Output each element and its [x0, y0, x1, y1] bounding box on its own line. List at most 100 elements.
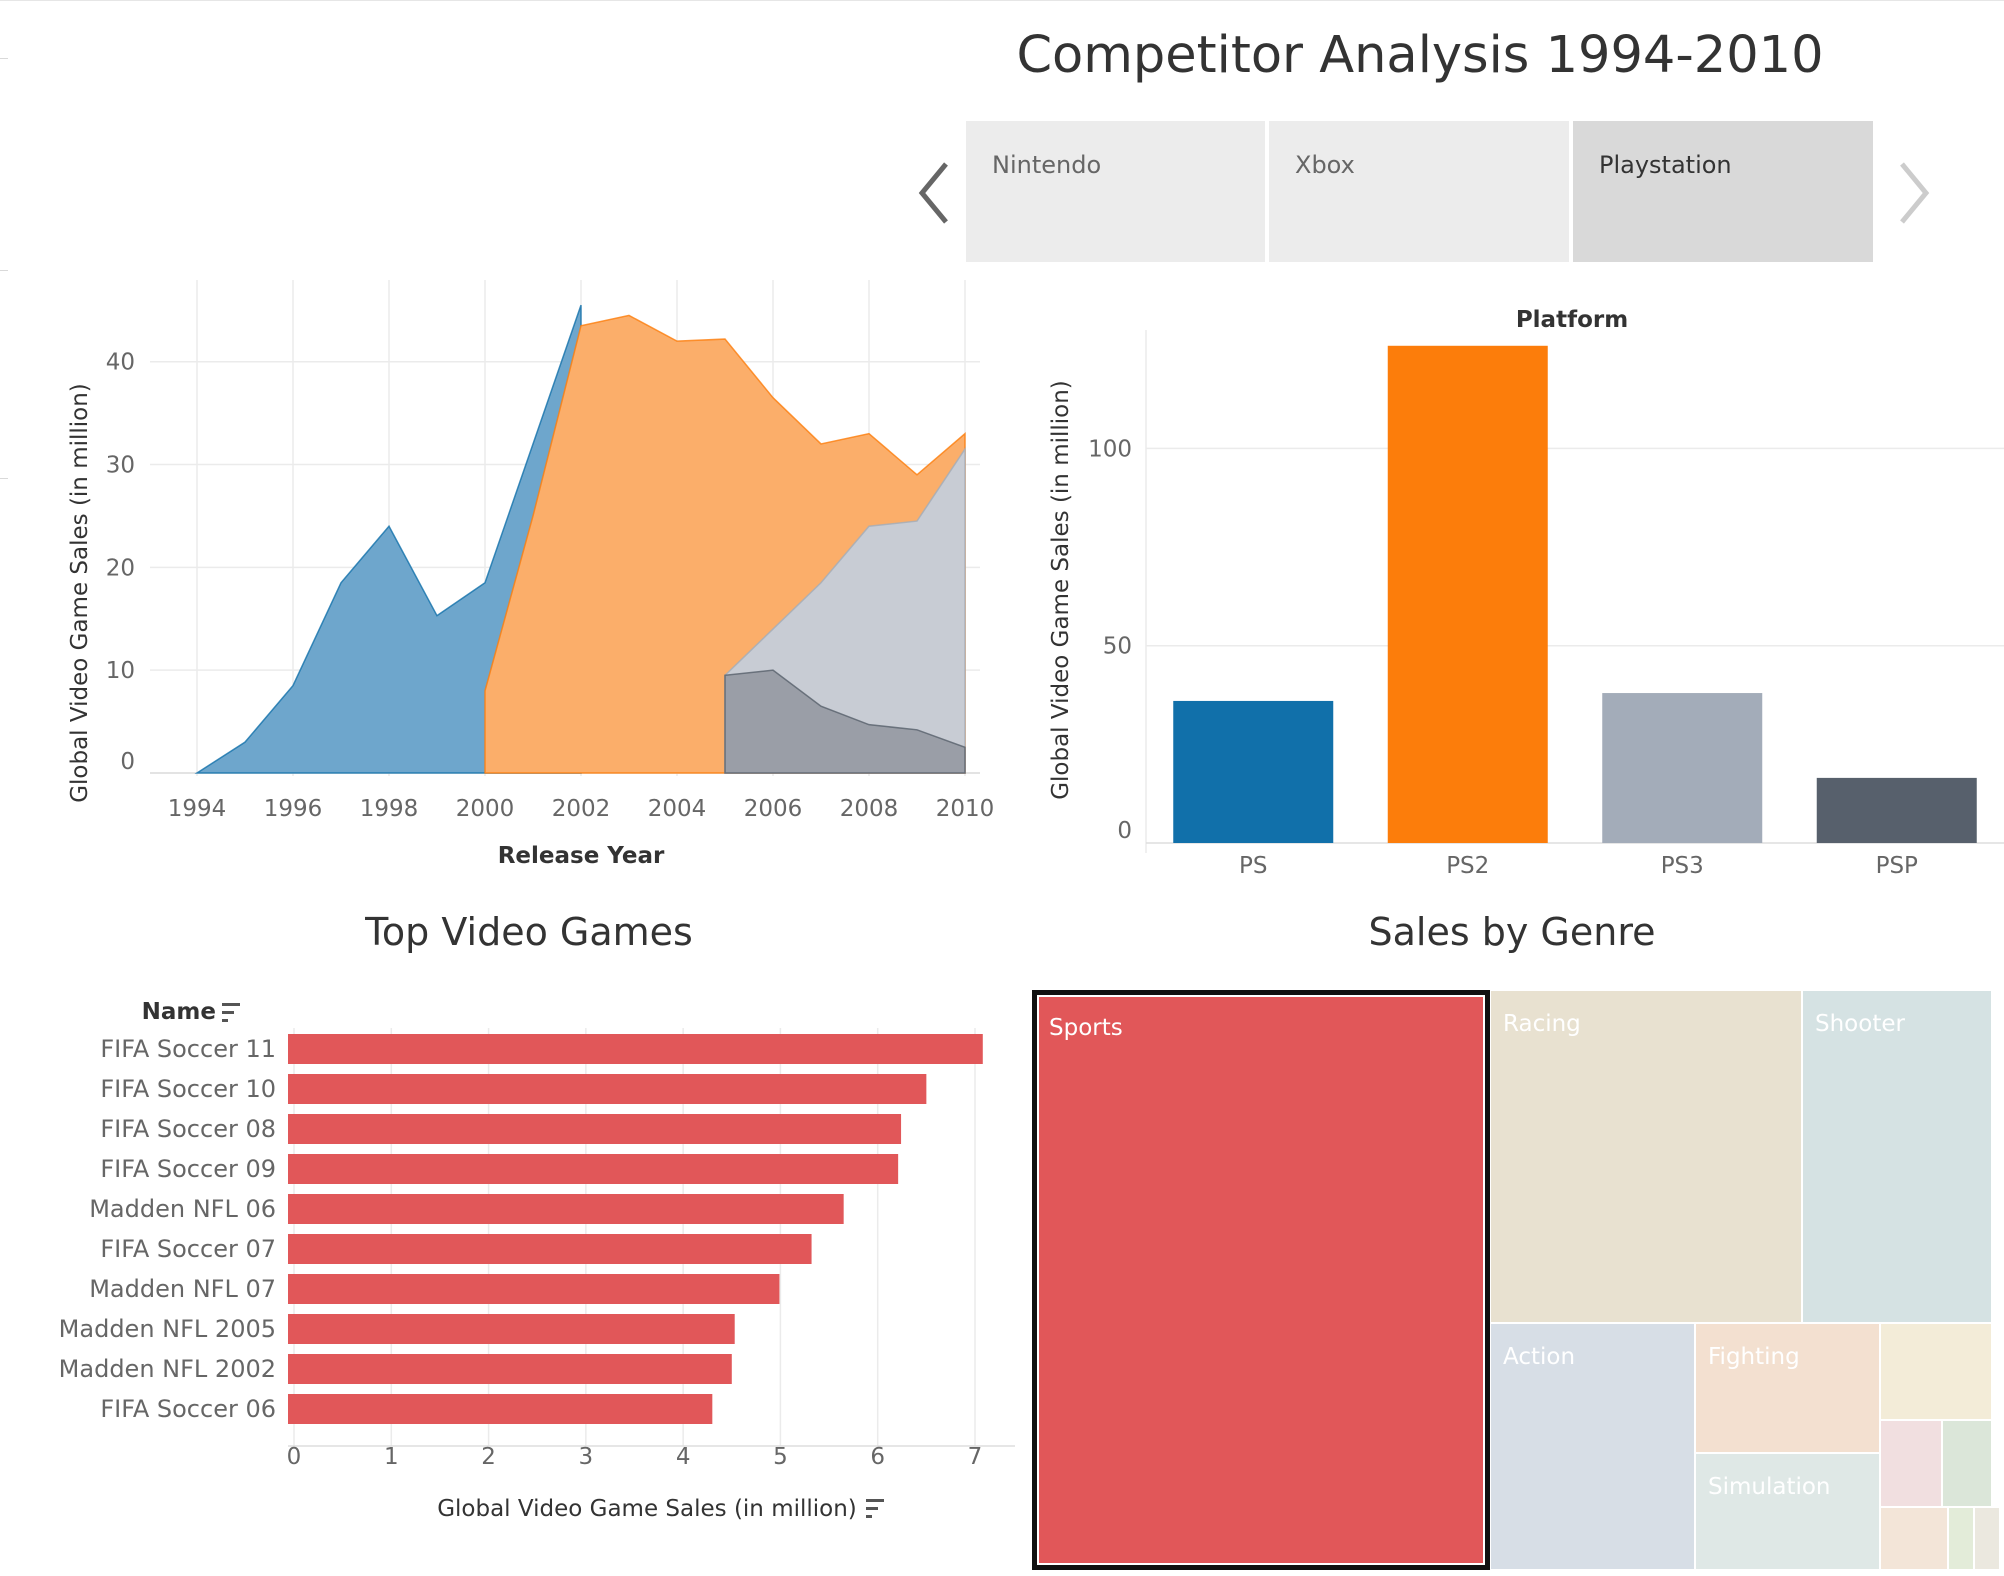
y-tick-label: 40 [106, 350, 135, 376]
y-tick-label: 0 [1117, 818, 1132, 844]
x-tick-label: 7 [968, 1444, 983, 1470]
chevron-left-icon[interactable] [912, 158, 958, 228]
platform-chart-bars [1173, 345, 1977, 843]
treemap-cell-label: Sports [1049, 1015, 1123, 1041]
game-bar [288, 1234, 812, 1264]
treemap-cell[interactable]: Fighting [1695, 1323, 1880, 1453]
treemap-cell[interactable] [1880, 1323, 1992, 1420]
x-tick-label: 4 [676, 1444, 691, 1470]
x-tick-label: 2008 [840, 796, 899, 822]
treemap-cell[interactable]: Shooter [1802, 990, 1992, 1323]
x-tick-label: 1996 [264, 796, 323, 822]
platform-bar [1816, 777, 1977, 843]
top-border [0, 0, 2004, 1]
treemap-cell-label: Fighting [1708, 1344, 1800, 1370]
y-tick-label: 0 [120, 749, 135, 775]
platform-bar [1387, 345, 1548, 843]
y-tick-label: 20 [106, 555, 135, 581]
x-tick-label: 6 [870, 1444, 885, 1470]
game-name-label: FIFA Soccer 08 [100, 1115, 276, 1143]
game-name-label: Madden NFL 07 [89, 1275, 276, 1303]
tab-label: Playstation [1599, 151, 1732, 179]
game-name-label: FIFA Soccer 09 [100, 1155, 276, 1183]
top-games-x-ticks: 0 1 2 3 4 5 6 7 [287, 1444, 983, 1470]
game-bar [288, 1194, 844, 1224]
x-tick-label: 0 [287, 1444, 302, 1470]
treemap-cell[interactable] [1974, 1507, 2000, 1570]
x-tick-label: PS3 [1661, 853, 1704, 879]
sort-descending-icon[interactable] [222, 1003, 240, 1022]
treemap-cell-label: Simulation [1708, 1474, 1831, 1500]
tab-xbox[interactable]: Xbox [1269, 121, 1569, 262]
game-name-label: Madden NFL 2005 [59, 1315, 276, 1343]
x-tick-label: 5 [773, 1444, 788, 1470]
x-tick-label: 2000 [456, 796, 515, 822]
area-chart-x-label: Release Year [498, 843, 665, 869]
tab-label: Xbox [1295, 151, 1355, 179]
treemap-cell[interactable] [1948, 1507, 1974, 1570]
area-chart-y-ticks: 0 10 20 30 40 [106, 350, 135, 775]
treemap-cell-label: Shooter [1815, 1011, 1905, 1037]
top-games-title: Top Video Games [365, 910, 693, 954]
platform-bar [1173, 700, 1334, 843]
game-bar [288, 1154, 899, 1184]
name-column-header: Name [142, 999, 216, 1025]
area-chart-series [194, 304, 966, 774]
y-tick-label: 10 [106, 658, 135, 684]
treemap-cell[interactable] [1880, 1507, 1948, 1570]
platform-bar [1602, 693, 1763, 843]
game-name-label: FIFA Soccer 06 [100, 1395, 276, 1423]
x-tick-label: 2006 [744, 796, 803, 822]
game-name-label: Madden NFL 06 [89, 1195, 276, 1223]
area-chart: 1994 1996 1998 2000 2002 2004 2006 2008 2010 0 10… [67, 280, 995, 869]
platform-chart-x-ticks: PS PS2 PS3 PSP [1239, 853, 1918, 879]
area-chart-x-ticks: 1994 1996 1998 2000 2002 2004 2006 2008 2010 [168, 796, 995, 822]
genre-treemap: Sports Racing Shooter Action Fighting Simulat… [1032, 990, 2000, 1570]
top-games-x-label: Global Video Game Sales (in million) [437, 1496, 857, 1522]
treemap-cell[interactable]: Sports [1032, 990, 1490, 1570]
x-tick-label: 1 [384, 1444, 399, 1470]
game-bar [288, 1274, 780, 1304]
dashboard-title: Competitor Analysis 1994-2010 [1016, 26, 1824, 85]
margin-tick [0, 270, 8, 271]
game-name-label: FIFA Soccer 11 [100, 1035, 276, 1063]
area-series-shape [724, 669, 966, 774]
x-tick-label: 2002 [552, 796, 611, 822]
genre-treemap-title: Sales by Genre [1368, 910, 1656, 954]
game-bar [288, 1314, 735, 1344]
game-bar [288, 1354, 732, 1384]
top-games-bars [288, 1034, 983, 1424]
platform-bar-chart: Platform PS PS2 PS3 PSP 0 50 100 Global Video… [1048, 307, 2004, 879]
x-tick-label: PSP [1876, 853, 1918, 879]
x-tick-label: 1998 [360, 796, 419, 822]
treemap-cell[interactable]: Racing [1490, 990, 1802, 1323]
tab-label: Nintendo [992, 151, 1102, 179]
x-tick-label: 1994 [168, 796, 227, 822]
game-bar [288, 1034, 983, 1064]
chevron-right-icon[interactable] [1890, 158, 1936, 228]
game-name-label: FIFA Soccer 07 [100, 1235, 276, 1263]
treemap-cell[interactable]: Simulation [1695, 1453, 1880, 1570]
top-games-labels: FIFA Soccer 11 FIFA Soccer 10 FIFA Soccer … [59, 1035, 276, 1423]
treemap-cell-label: Racing [1503, 1011, 1581, 1037]
margin-tick [0, 478, 8, 479]
platform-chart-title: Platform [1516, 307, 1628, 333]
y-tick-label: 100 [1088, 436, 1132, 462]
treemap-cell[interactable] [1942, 1420, 1992, 1507]
game-bar [288, 1394, 713, 1424]
platform-chart-y-label: Global Video Game Sales (in million) [1048, 380, 1074, 800]
game-bar [288, 1074, 927, 1104]
x-tick-label: PS2 [1446, 853, 1489, 879]
game-name-label: Madden NFL 2002 [59, 1355, 276, 1383]
game-name-label: FIFA Soccer 10 [100, 1075, 276, 1103]
x-tick-label: 2010 [936, 796, 995, 822]
treemap-cell[interactable] [1880, 1420, 1942, 1507]
sort-descending-icon[interactable] [866, 1499, 884, 1518]
tab-nintendo[interactable]: Nintendo [966, 121, 1265, 262]
x-tick-label: 2 [481, 1444, 496, 1470]
treemap-cell[interactable]: Action [1490, 1323, 1695, 1570]
x-tick-label: 3 [579, 1444, 594, 1470]
x-tick-label: PS [1239, 853, 1267, 879]
tab-playstation[interactable]: Playstation [1573, 121, 1873, 262]
